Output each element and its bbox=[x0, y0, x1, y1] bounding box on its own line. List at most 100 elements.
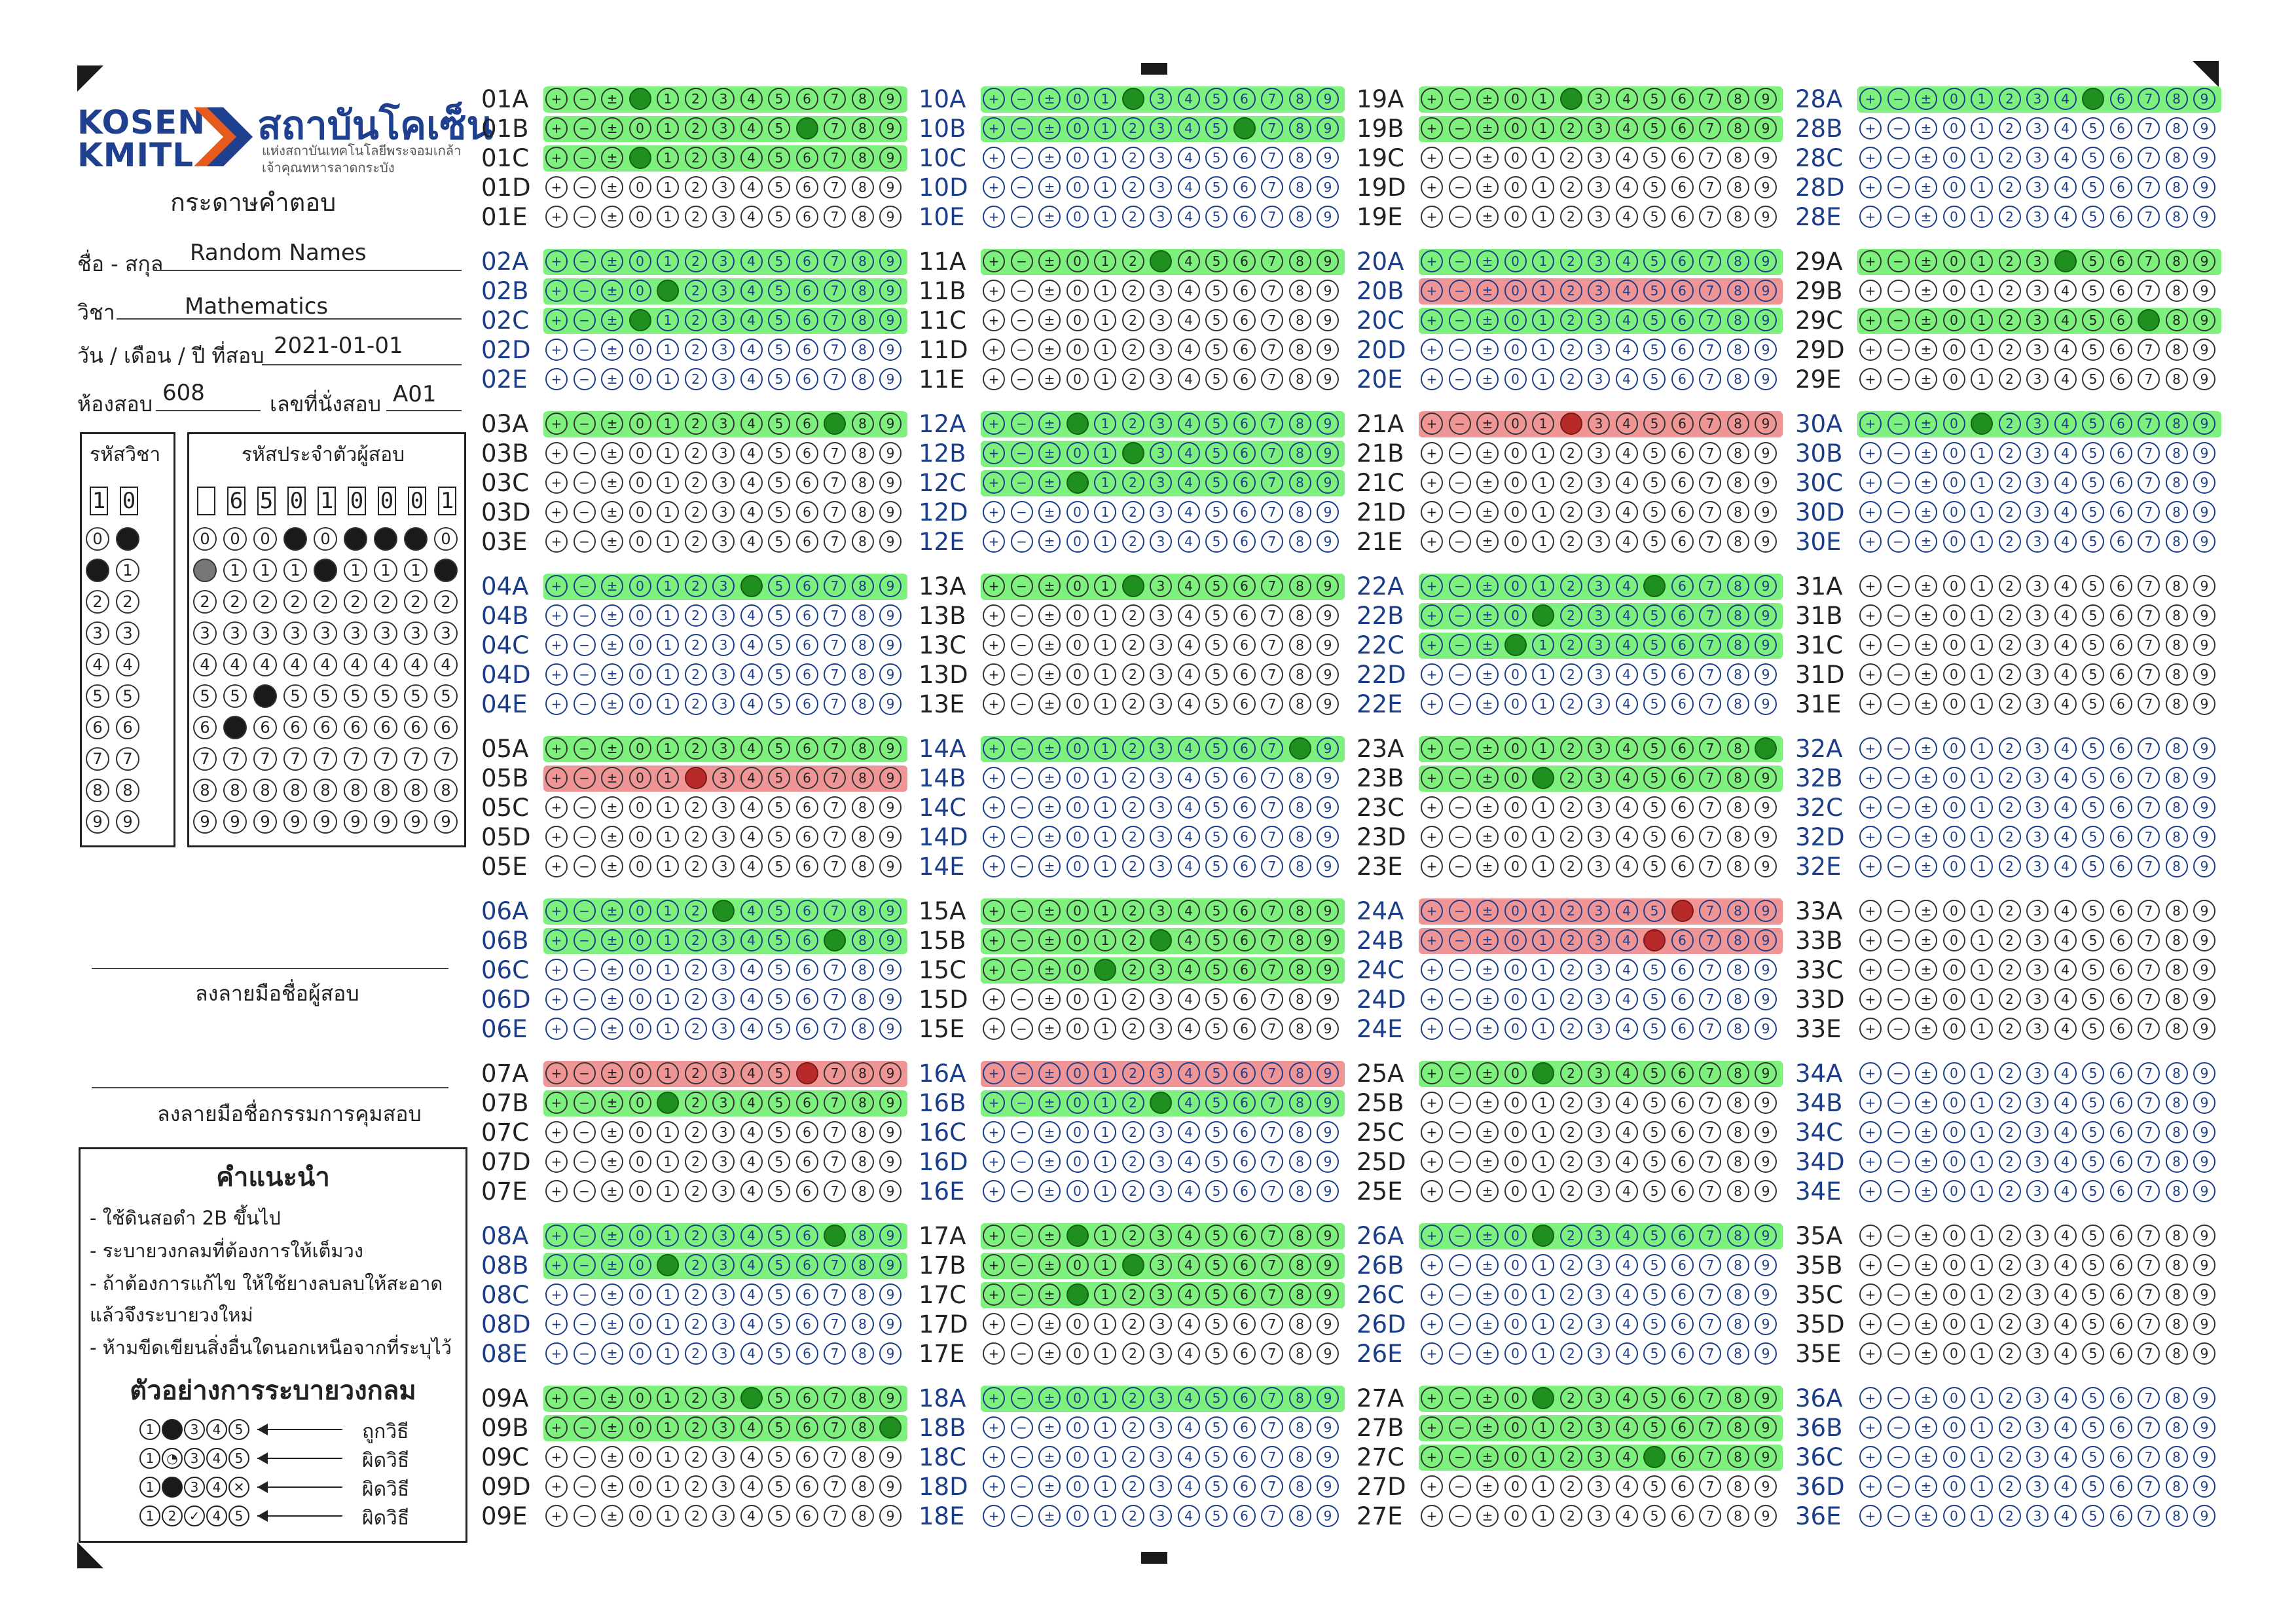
answer-bubble[interactable]: 2 bbox=[684, 1475, 707, 1498]
answer-bubble[interactable]: + bbox=[1421, 1505, 1443, 1527]
answer-bubble[interactable]: 3 bbox=[1150, 1018, 1172, 1040]
answer-bubble[interactable]: 3 bbox=[1588, 339, 1610, 361]
answer-bubble[interactable]: 1 bbox=[1971, 1313, 1993, 1335]
answer-bubble[interactable]: 9 bbox=[879, 339, 902, 361]
answer-bubble[interactable]: 3 bbox=[1588, 826, 1610, 848]
answer-bubble[interactable]: − bbox=[1010, 1151, 1033, 1173]
student-id-bubble[interactable]: 9 bbox=[344, 810, 367, 834]
answer-bubble[interactable]: 7 bbox=[2138, 604, 2160, 627]
answer-bubble[interactable]: 3 bbox=[1150, 442, 1172, 464]
answer-bubble[interactable]: 2 bbox=[1998, 280, 2021, 302]
answer-bubble[interactable]: 3 bbox=[1588, 1475, 1610, 1498]
answer-bubble[interactable]: 3 bbox=[2026, 826, 2049, 848]
answer-bubble[interactable]: 6 bbox=[1671, 250, 1694, 272]
answer-bubble[interactable]: 0 bbox=[1066, 693, 1089, 715]
answer-bubble[interactable]: 8 bbox=[851, 988, 874, 1010]
answer-bubble[interactable]: − bbox=[1887, 1446, 1910, 1468]
answer-bubble[interactable]: 5 bbox=[1205, 1416, 1228, 1439]
answer-bubble[interactable]: 3 bbox=[2026, 1254, 2049, 1276]
answer-bubble[interactable]: + bbox=[1421, 176, 1443, 198]
answer-bubble[interactable]: 0 bbox=[1066, 900, 1089, 922]
answer-bubble[interactable]: 5 bbox=[1643, 900, 1666, 922]
answer-bubble[interactable]: 0 bbox=[1504, 900, 1527, 922]
answer-bubble[interactable]: 1 bbox=[1532, 413, 1554, 435]
answer-bubble[interactable]: 2 bbox=[1998, 1092, 2021, 1114]
answer-bubble[interactable]: 1 bbox=[1971, 1225, 1993, 1247]
answer-bubble[interactable]: 2 bbox=[1559, 663, 1582, 686]
answer-bubble[interactable]: 4 bbox=[740, 1151, 763, 1173]
answer-bubble[interactable]: 7 bbox=[2138, 339, 2160, 361]
answer-bubble[interactable]: 0 bbox=[1066, 1254, 1089, 1276]
student-id-bubble[interactable]: 3 bbox=[404, 621, 428, 645]
answer-bubble[interactable]: 4 bbox=[1615, 1313, 1638, 1335]
answer-bubble[interactable]: − bbox=[1010, 117, 1033, 139]
answer-bubble[interactable]: ± bbox=[1915, 1180, 1937, 1202]
answer-bubble[interactable]: 8 bbox=[2165, 88, 2188, 110]
answer-bubble[interactable]: 5 bbox=[1643, 855, 1666, 877]
answer-bubble[interactable]: 1 bbox=[1532, 309, 1554, 331]
answer-bubble[interactable]: 0 bbox=[1942, 796, 1965, 819]
answer-bubble[interactable]: 7 bbox=[1261, 1180, 1283, 1202]
answer-bubble[interactable]: 5 bbox=[1205, 929, 1228, 951]
answer-bubble[interactable]: 6 bbox=[2109, 959, 2132, 981]
answer-bubble[interactable]: 0 bbox=[629, 206, 651, 228]
answer-bubble[interactable]: 9 bbox=[879, 1151, 902, 1173]
answer-bubble[interactable]: 9 bbox=[879, 1092, 902, 1114]
answer-bubble[interactable]: + bbox=[983, 309, 1005, 331]
answer-bubble[interactable]: − bbox=[1448, 530, 1471, 553]
answer-bubble[interactable]: 0 bbox=[1066, 501, 1089, 523]
answer-bubble[interactable]: 2 bbox=[1559, 796, 1582, 819]
answer-bubble[interactable]: + bbox=[1421, 663, 1443, 686]
answer-bubble[interactable]: 3 bbox=[712, 442, 735, 464]
answer-bubble[interactable]: 6 bbox=[2109, 1151, 2132, 1173]
answer-bubble[interactable]: 8 bbox=[1288, 575, 1311, 597]
answer-bubble[interactable]: 3 bbox=[712, 88, 735, 110]
answer-bubble[interactable]: 7 bbox=[2138, 634, 2160, 656]
answer-bubble[interactable]: 8 bbox=[1288, 959, 1311, 981]
answer-bubble[interactable]: 8 bbox=[2165, 1180, 2188, 1202]
answer-bubble[interactable]: 6 bbox=[795, 1313, 818, 1335]
answer-bubble[interactable]: + bbox=[983, 1151, 1005, 1173]
student-id-bubble[interactable]: 6 bbox=[404, 716, 428, 739]
answer-bubble[interactable]: 2 bbox=[1998, 796, 2021, 819]
answer-bubble[interactable]: 7 bbox=[1699, 1121, 1721, 1143]
student-id-bubble[interactable]: 5 bbox=[434, 684, 458, 708]
answer-bubble[interactable]: − bbox=[1887, 1475, 1910, 1498]
answer-bubble[interactable]: 5 bbox=[2082, 634, 2104, 656]
answer-bubble[interactable]: ± bbox=[1038, 176, 1061, 198]
answer-bubble[interactable]: + bbox=[545, 604, 568, 627]
answer-bubble[interactable]: 0 bbox=[629, 604, 651, 627]
answer-bubble[interactable]: 5 bbox=[1643, 501, 1666, 523]
answer-bubble[interactable]: 2 bbox=[1559, 988, 1582, 1010]
answer-bubble[interactable]: + bbox=[545, 796, 568, 819]
answer-bubble[interactable]: 0 bbox=[1504, 988, 1527, 1010]
answer-bubble[interactable]: 2 bbox=[684, 634, 707, 656]
answer-bubble[interactable]: 8 bbox=[1288, 693, 1311, 715]
answer-bubble[interactable]: 2 bbox=[1998, 737, 2021, 760]
answer-bubble[interactable]: 5 bbox=[1205, 767, 1228, 789]
answer-bubble[interactable]: 0 bbox=[1066, 368, 1089, 390]
answer-bubble[interactable]: ± bbox=[1038, 1387, 1061, 1409]
answer-bubble[interactable]: 5 bbox=[2082, 1225, 2104, 1247]
answer-bubble[interactable]: 2 bbox=[1121, 530, 1144, 553]
answer-bubble[interactable]: + bbox=[545, 1283, 568, 1306]
answer-bubble[interactable]: 5 bbox=[768, 796, 790, 819]
answer-bubble[interactable]: 9 bbox=[879, 663, 902, 686]
answer-bubble[interactable]: ± bbox=[1915, 1121, 1937, 1143]
answer-bubble[interactable]: 5 bbox=[768, 368, 790, 390]
answer-bubble[interactable]: 7 bbox=[1261, 1092, 1283, 1114]
answer-bubble[interactable]: 8 bbox=[1726, 663, 1749, 686]
answer-bubble[interactable]: 0 bbox=[1066, 1342, 1089, 1365]
answer-bubble[interactable]: 0 bbox=[1504, 663, 1527, 686]
answer-bubble[interactable]: 7 bbox=[824, 1225, 846, 1247]
answer-bubble[interactable]: 0 bbox=[1066, 959, 1089, 981]
student-id-bubble[interactable]: 0 bbox=[404, 527, 428, 551]
answer-bubble[interactable]: 4 bbox=[740, 471, 763, 494]
answer-bubble[interactable]: − bbox=[573, 442, 596, 464]
answer-bubble[interactable]: ± bbox=[601, 280, 623, 302]
answer-bubble[interactable]: + bbox=[983, 501, 1005, 523]
answer-bubble[interactable]: − bbox=[1010, 1121, 1033, 1143]
answer-bubble[interactable]: 4 bbox=[2054, 501, 2077, 523]
student-id-bubble[interactable]: 2 bbox=[434, 590, 458, 614]
answer-bubble[interactable]: 1 bbox=[1094, 575, 1116, 597]
